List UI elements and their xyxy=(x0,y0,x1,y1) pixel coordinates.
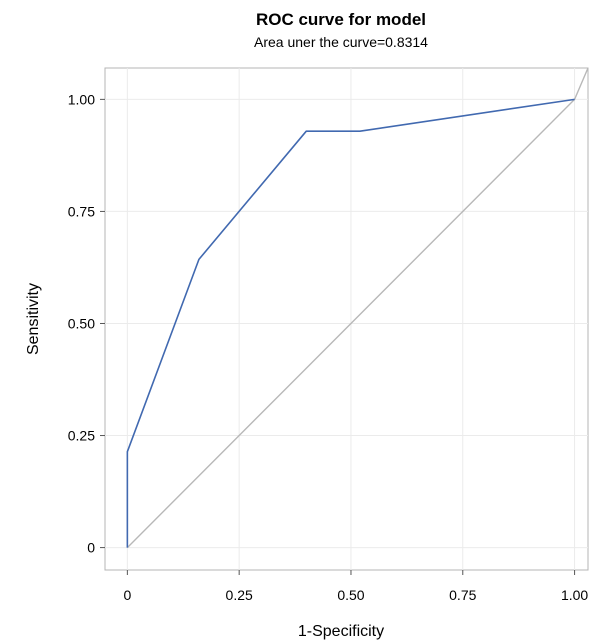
y-tick-label: 0.25 xyxy=(68,428,95,444)
y-tick-label: 1.00 xyxy=(68,91,95,107)
x-tick-label: 0.25 xyxy=(226,587,253,603)
x-tick-label: 0 xyxy=(123,587,131,603)
plot-area xyxy=(104,67,589,571)
x-axis-ticks: 0 0.25 0.50 0.75 1.00 xyxy=(123,570,588,603)
x-tick-label: 0.75 xyxy=(449,587,476,603)
roc-curve-line xyxy=(126,98,575,548)
roc-series xyxy=(126,98,575,548)
y-tick-label: 0 xyxy=(87,540,95,556)
x-tick-label: 1.00 xyxy=(561,587,588,603)
chart-title: ROC curve for model xyxy=(256,10,426,29)
chart-subtitle: Area uner the curve=0.8314 xyxy=(254,34,428,50)
x-axis-title: 1-Specificity xyxy=(298,623,384,640)
y-axis-title: Sensitivity xyxy=(25,283,42,355)
y-tick-label: 0.75 xyxy=(68,203,95,219)
y-tick-label: 0.50 xyxy=(68,315,95,331)
y-axis-ticks: 0 0.25 0.50 0.75 1.00 xyxy=(68,91,105,556)
x-tick-label: 0.50 xyxy=(337,587,364,603)
